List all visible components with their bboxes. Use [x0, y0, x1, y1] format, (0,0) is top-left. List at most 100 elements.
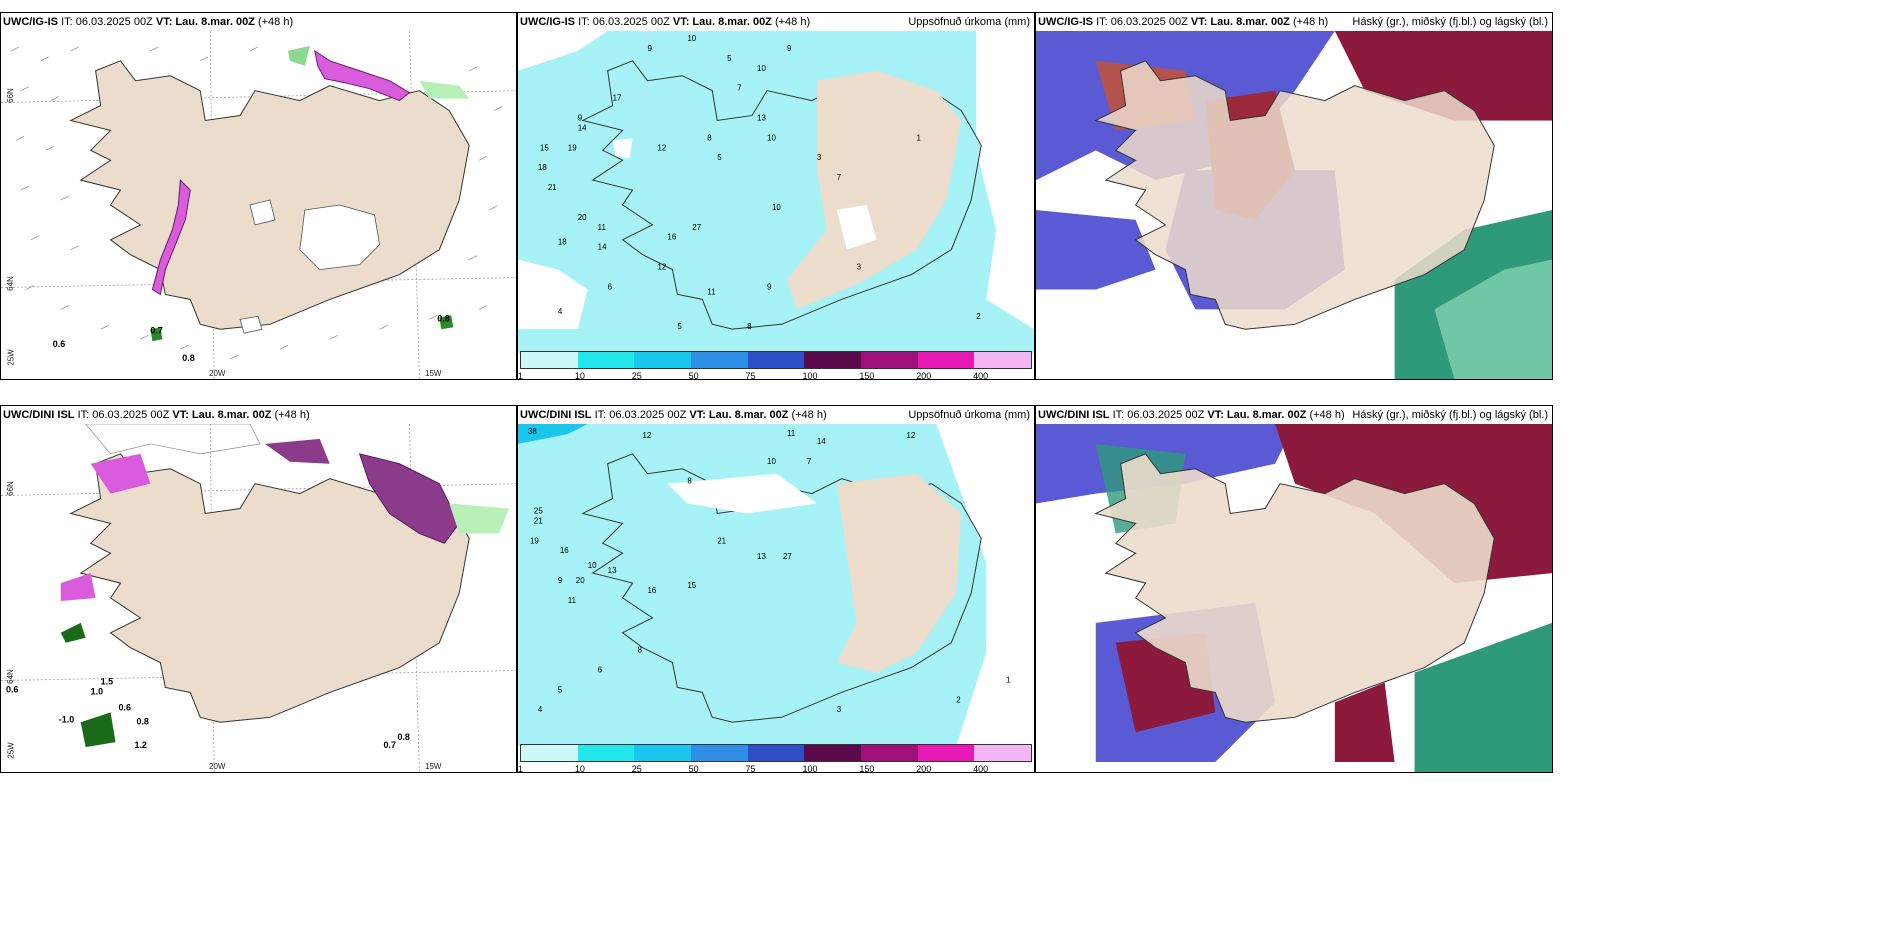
svg-text:8: 8 [638, 646, 643, 655]
svg-text:27: 27 [783, 552, 792, 561]
cloud-map[interactable] [1036, 31, 1552, 379]
map-panel-cloud-top[interactable]: UWC/IG-IS IT: 06.03.2025 00Z VT: Lau. 8.… [1035, 12, 1553, 380]
colorbar-swatch [804, 352, 862, 368]
svg-text:12: 12 [657, 263, 666, 272]
svg-text:19: 19 [568, 143, 577, 152]
colorbar-tick: 50 [688, 371, 699, 380]
precip-map[interactable]: 38 12 11 14 12 10 8 7 25 21 19 16 13 10 … [518, 424, 1034, 746]
value-label: 0.6 [53, 339, 65, 349]
wind-map[interactable]: 0.6 1.5 1.0 -1.0 0.8 1.2 0.7 0.8 0.6 [1, 424, 516, 772]
svg-text:8: 8 [687, 477, 692, 486]
svg-text:38: 38 [528, 427, 537, 436]
svg-text:11: 11 [707, 287, 716, 296]
svg-text:11: 11 [568, 596, 577, 605]
colorbar-tick: 150 [859, 764, 875, 773]
svg-text:0.6: 0.6 [119, 702, 131, 712]
colorbar-tick: 10 [574, 371, 585, 380]
colorbar-swatch [634, 745, 692, 761]
colorbar-tick: 150 [859, 371, 875, 380]
colorbar-tick: 75 [745, 764, 756, 773]
colorbar-swatch [521, 352, 578, 368]
svg-text:4: 4 [558, 307, 563, 316]
precip-map[interactable]: 19 9 10 5 9 7 10 8 10 9 3 7 12 5 17 14 1… [518, 31, 1034, 353]
svg-text:0.6: 0.6 [6, 684, 18, 694]
value-label: 0.8 [182, 353, 194, 363]
svg-text:5: 5 [558, 685, 563, 694]
svg-text:12: 12 [906, 431, 915, 440]
coord-label: 25W [6, 349, 16, 366]
colorbar-tick: 200 [916, 764, 932, 773]
svg-text:21: 21 [717, 536, 726, 545]
svg-text:5: 5 [717, 153, 722, 162]
colorbar-swatch [521, 745, 578, 761]
wind-map[interactable]: 0.6 0.7 0.8 0.8 [1, 31, 516, 379]
svg-text:14: 14 [817, 437, 826, 446]
colorbar-tick: 200 [916, 371, 932, 380]
colorbar-swatch [747, 352, 805, 368]
svg-text:7: 7 [807, 457, 812, 466]
colorbar-tick: 1 [518, 764, 524, 773]
colorbar-tick: 75 [745, 371, 756, 380]
map-panel-precip-top[interactable]: UWC/IG-IS IT: 06.03.2025 00Z VT: Lau. 8.… [517, 12, 1035, 380]
colorbar-tick: 100 [802, 371, 818, 380]
svg-text:11: 11 [787, 429, 796, 438]
svg-text:13: 13 [608, 566, 617, 575]
value-label: 0.7 [150, 325, 162, 335]
svg-text:20: 20 [576, 576, 585, 585]
colorbar-swatch [804, 745, 862, 761]
svg-text:9: 9 [767, 282, 772, 291]
svg-text:7: 7 [837, 173, 842, 182]
colorbar-swatch [691, 745, 748, 761]
svg-text:1: 1 [916, 133, 921, 142]
map-panel-wind-top[interactable]: UWC/IG-IS IT: 06.03.2025 00Z VT: Lau. 8.… [0, 12, 517, 380]
svg-text:9: 9 [787, 44, 792, 53]
colorbar-swatch [634, 352, 692, 368]
svg-text:1.5: 1.5 [101, 677, 113, 687]
colorbar-swatch [747, 745, 805, 761]
svg-text:0.8: 0.8 [397, 732, 409, 742]
svg-text:15: 15 [687, 581, 696, 590]
value-label: 0.8 [437, 313, 449, 323]
svg-text:0.8: 0.8 [136, 716, 148, 726]
colorbar-swatch [861, 352, 918, 368]
map-panel-cloud-bottom[interactable]: UWC/DINI ISL IT: 06.03.2025 00Z VT: Lau.… [1035, 405, 1553, 773]
panel-header: UWC/DINI ISL IT: 06.03.2025 00Z VT: Lau.… [1, 406, 516, 424]
colorbar-swatch [917, 352, 975, 368]
panel-header: UWC/IG-IS IT: 06.03.2025 00Z VT: Lau. 8.… [1036, 13, 1552, 31]
svg-text:16: 16 [647, 586, 656, 595]
colorbar-tick: 100 [802, 764, 818, 773]
colorbar-swatch [974, 745, 1032, 761]
colorbar-swatch [577, 352, 635, 368]
svg-text:10: 10 [767, 457, 776, 466]
colorbar-tick: 400 [973, 371, 989, 380]
svg-text:18: 18 [538, 163, 547, 172]
svg-text:1.0: 1.0 [91, 686, 103, 696]
svg-text:27: 27 [692, 223, 701, 232]
svg-text:21: 21 [534, 516, 543, 525]
map-panel-precip-bottom[interactable]: UWC/DINI ISL IT: 06.03.2025 00Z VT: Lau.… [517, 405, 1035, 773]
svg-text:13: 13 [757, 552, 766, 561]
svg-text:3: 3 [817, 153, 822, 162]
cloud-map[interactable] [1036, 424, 1552, 772]
svg-text:10: 10 [757, 64, 766, 73]
map-panel-wind-bottom[interactable]: UWC/DINI ISL IT: 06.03.2025 00Z VT: Lau.… [0, 405, 517, 773]
colorbar-swatch [974, 352, 1032, 368]
svg-text:21: 21 [548, 183, 557, 192]
panel-header: UWC/IG-IS IT: 06.03.2025 00Z VT: Lau. 8.… [518, 13, 1034, 31]
svg-text:3: 3 [857, 263, 862, 272]
colorbar-tick: 50 [688, 764, 699, 773]
svg-text:20: 20 [578, 213, 587, 222]
svg-text:5: 5 [677, 322, 682, 331]
svg-text:6: 6 [598, 665, 603, 674]
svg-text:6: 6 [608, 282, 613, 291]
colorbar-tick: 25 [631, 764, 642, 773]
svg-text:11: 11 [598, 223, 607, 232]
colorbar-swatch [917, 745, 975, 761]
precip-colorbar: 1 10 25 50 75 100 150 200 400 [518, 744, 1032, 772]
svg-text:10: 10 [772, 203, 781, 212]
svg-text:2: 2 [956, 695, 961, 704]
svg-text:0.7: 0.7 [384, 740, 396, 750]
panel-header: UWC/IG-IS IT: 06.03.2025 00Z VT: Lau. 8.… [1, 13, 516, 31]
svg-text:9: 9 [558, 576, 563, 585]
svg-text:16: 16 [667, 233, 676, 242]
